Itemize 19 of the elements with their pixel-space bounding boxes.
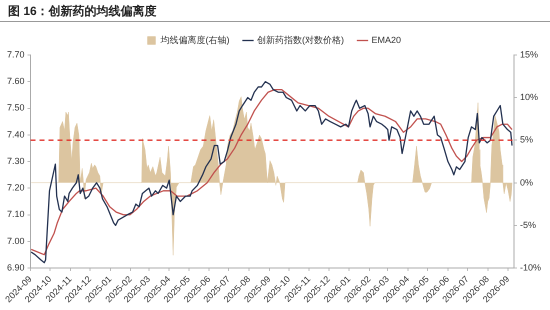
y-tick-label: 7.00 — [6, 236, 25, 246]
y-tick-label: 7.70 — [6, 49, 25, 60]
y-tick-label: 7.20 — [6, 182, 25, 193]
legend-label: EMA20 — [371, 34, 402, 45]
y2-tick-label: -10% — [520, 262, 542, 272]
legend-label: 创新药指数(对数价格) — [256, 34, 344, 45]
y-tick-label: 7.40 — [6, 129, 25, 140]
legend-label: 均线偏离度(右轴) — [160, 34, 230, 45]
y-tick-label: 7.60 — [6, 76, 25, 86]
y2-tick-label: 5% — [520, 134, 534, 145]
y2-tick-label: 15% — [520, 49, 538, 60]
y-tick-label: 7.10 — [6, 209, 25, 220]
chart-title: 图 16：创新药的均线偏离度 — [0, 0, 550, 22]
y-tick-label: 7.50 — [6, 102, 25, 113]
y2-tick-label: 10% — [520, 92, 538, 102]
y-tick-label: 6.90 — [6, 262, 25, 272]
y-tick-label: 7.30 — [6, 156, 25, 166]
y2-tick-label: 0% — [520, 177, 534, 188]
y2-tick-label: -5% — [520, 220, 536, 230]
